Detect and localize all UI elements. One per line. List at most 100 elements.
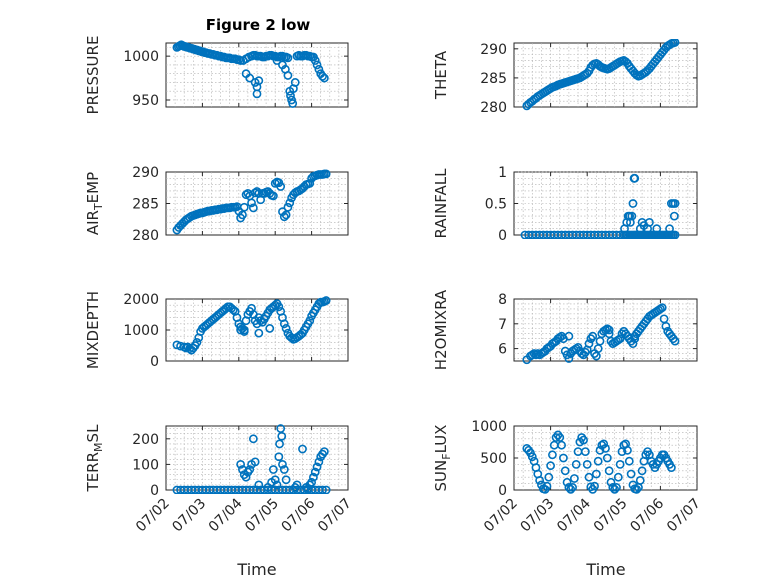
data-point [559, 453, 568, 463]
data-point [615, 334, 625, 344]
data-point [566, 484, 576, 494]
data-markers [522, 39, 680, 111]
y-tick-label: 0 [498, 483, 507, 499]
data-point [602, 453, 612, 463]
data-markers [522, 430, 676, 494]
y-tick-label: 500 [480, 451, 507, 467]
data-markers [520, 173, 680, 239]
data-point [591, 469, 601, 479]
y-tick-label: 6 [498, 342, 507, 358]
data-point [228, 305, 238, 315]
data-point [670, 39, 680, 47]
data-point [665, 224, 674, 234]
data-point [580, 447, 590, 456]
data-point [527, 452, 537, 462]
data-point [283, 53, 293, 63]
y-tick-label: 2000 [123, 292, 159, 308]
data-point [593, 456, 603, 466]
data-point [274, 302, 284, 312]
data-point [310, 467, 320, 477]
y-axis-label: TERRMSL [84, 424, 105, 493]
x-axis-label-left: Time [236, 560, 276, 579]
x-tick-label: 07/05 [242, 496, 282, 536]
data-point [652, 224, 662, 234]
data-point [270, 475, 280, 485]
subplot-rainfall: 0 0.5 1 RAINFALL [432, 165, 698, 244]
data-point [615, 459, 625, 469]
data-point [250, 457, 260, 467]
data-point [535, 475, 545, 485]
data-point [314, 64, 324, 74]
y-tick-label: 1 [498, 165, 507, 181]
data-point [608, 483, 618, 492]
data-point [281, 324, 291, 333]
y-tick-label: 7 [498, 317, 507, 333]
y-tick-label: 1000 [123, 323, 159, 339]
data-point [604, 466, 614, 476]
data-point [241, 472, 251, 482]
data-point [248, 203, 258, 213]
data-point [254, 480, 264, 490]
y-tick-label: 200 [132, 432, 159, 448]
data-point [277, 431, 287, 441]
data-point [630, 334, 640, 344]
data-point [247, 198, 256, 208]
data-point [584, 339, 594, 349]
data-point [239, 327, 249, 336]
x-tick-label: 07/07 [664, 496, 704, 536]
data-point [248, 434, 258, 444]
y-axis-label-part: EMP [84, 172, 102, 203]
data-point [268, 191, 278, 201]
figure-title: Figure 2 low [206, 16, 311, 34]
y-tick-label: 950 [132, 93, 159, 109]
y-tick-label: 285 [480, 71, 507, 87]
y-tick-label: 0 [498, 228, 507, 244]
data-point [254, 328, 264, 338]
data-point [555, 433, 565, 442]
data-point [610, 484, 620, 494]
data-point [579, 435, 588, 445]
data-point [275, 439, 284, 449]
data-point [274, 452, 284, 462]
data-point [661, 321, 671, 331]
data-point [281, 475, 291, 485]
data-point [314, 457, 324, 467]
data-point [630, 173, 640, 183]
data-point [312, 60, 322, 70]
data-point [318, 71, 327, 81]
data-point [564, 483, 574, 492]
y-axis-label-subscript: M [92, 442, 105, 452]
data-point [252, 89, 262, 99]
data-point [546, 461, 555, 471]
data-point [239, 202, 249, 212]
y-tick-label: 1000 [123, 49, 159, 65]
data-point [283, 71, 293, 80]
data-point [288, 99, 298, 108]
data-point [548, 450, 557, 460]
data-point [276, 182, 286, 191]
data-point [670, 199, 680, 208]
data-point [298, 444, 307, 454]
data-point [236, 459, 246, 469]
data-point [560, 466, 570, 476]
data-point [305, 316, 315, 326]
y-axis-label: PRESSURE [84, 36, 102, 115]
data-point [279, 319, 289, 329]
data-point [192, 337, 202, 347]
data-point [590, 481, 599, 491]
data-point [544, 472, 554, 482]
y-axis-label: SUNFLUX [432, 425, 453, 492]
y-axis-label: THETA [432, 50, 450, 100]
data-markers [172, 424, 331, 494]
data-point [670, 336, 680, 346]
data-point [279, 212, 289, 222]
data-point [564, 331, 574, 341]
data-point [321, 169, 331, 179]
data-point [319, 447, 329, 456]
x-tick-label: 07/04 [554, 495, 594, 535]
data-point [604, 329, 614, 339]
y-axis-label: AIRTEMP [84, 172, 105, 235]
x-tick-label: 07/07 [315, 496, 355, 536]
